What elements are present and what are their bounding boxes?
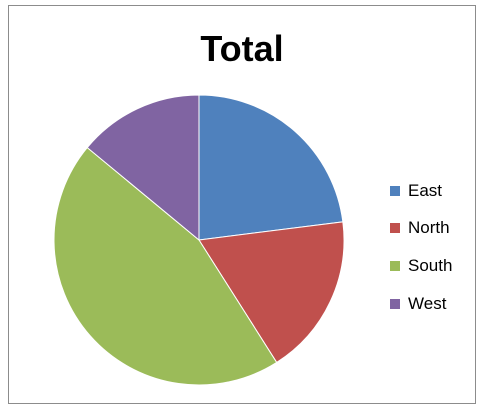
legend-swatch <box>390 298 400 309</box>
legend-swatch <box>390 260 400 271</box>
legend-label: West <box>408 293 447 313</box>
legend-item-north: North <box>390 210 452 248</box>
pie-slice-south <box>53 146 278 386</box>
pie-slice-west <box>86 94 200 242</box>
legend-swatch <box>390 223 400 234</box>
legend-label: East <box>408 180 443 200</box>
legend-label: South <box>408 255 453 275</box>
chart-area: Total East North South West <box>8 5 476 404</box>
pie-slice-east <box>198 94 344 241</box>
legend-swatch <box>390 185 400 196</box>
legend-item-west: West <box>390 285 452 323</box>
legend-item-south: South <box>390 247 452 285</box>
legend: East North South West <box>390 172 452 322</box>
legend-label: North <box>408 218 450 238</box>
pie-chart <box>53 94 345 386</box>
chart-title: Total <box>200 28 284 69</box>
legend-item-east: East <box>390 172 452 210</box>
pie-slice-north <box>198 221 345 364</box>
